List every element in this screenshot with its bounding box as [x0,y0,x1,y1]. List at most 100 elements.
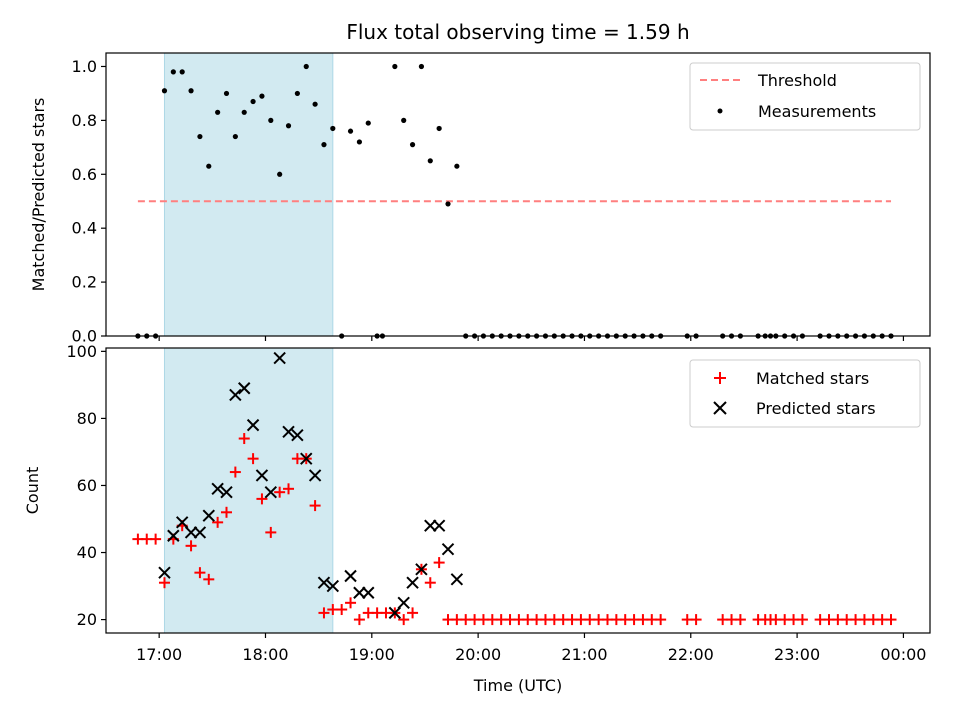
predicted-star-point [158,566,171,579]
bottom-y-tick-label: 80 [77,409,97,428]
bottom-x-ticks: 17:00 18:00 19:00 20:00 21:00 22:00 23:00 00:00 [136,633,926,664]
predicted-star-point [238,382,251,395]
x-tick-label: 17:00 [136,645,182,664]
matched-star-point [150,533,162,545]
bottom-y-tick-label: 100 [66,342,97,361]
predicted-star-point [424,519,437,532]
measurement-point [356,139,363,145]
matched-star-point [407,607,419,619]
top-shaded-interval [163,52,334,337]
predicted-star-mark [246,418,260,432]
predicted-star-point [193,526,207,539]
x-tick-label: 19:00 [349,645,395,664]
predicted-star-mark [255,469,269,482]
predicted-star-mark [362,586,375,599]
predicted-star-point [229,388,242,402]
measurement-point [268,117,274,123]
bottom-y-tick-label: 40 [77,543,97,562]
predicted-star-point [432,519,446,532]
predicted-star-mark [238,382,251,395]
predicted-star-point [184,526,198,539]
predicted-star-point [264,485,278,499]
measurement-point [409,142,416,148]
top-legend: Threshold Measurements [689,62,921,131]
predicted-star-mark [229,388,242,402]
matched-star-point [796,614,808,626]
predicted-star-point [167,529,180,542]
matched-star-point [655,614,667,626]
matched-star-point [185,540,197,552]
matched-star-point [398,614,410,626]
measurement-point [215,109,221,115]
matched-star-point [318,607,330,619]
top-y-tick-label: 1.0 [72,57,97,76]
matched-star-point [158,577,170,589]
measurement-point [197,133,203,140]
measurement-point [445,201,451,207]
legend-predicted-swatch [713,401,727,415]
predicted-star-mark [175,516,189,529]
predicted-star-point [415,563,428,576]
predicted-star-mark [291,428,304,442]
bottom-axes-frame [105,347,931,634]
predicted-stars-series [158,351,464,620]
measurement-point [232,133,238,140]
predicted-star-mark [282,425,295,439]
measurement-point [206,163,212,169]
measurement-point [321,142,327,148]
matched-star-point [353,614,365,626]
measurement-point [161,88,168,94]
predicted-star-mark [432,519,446,532]
bottom-y-axis-label: Count [23,467,42,515]
predicted-star-point [291,428,304,442]
predicted-star-point [397,596,410,610]
predicted-star-mark [202,509,215,522]
matched-star-point [283,483,295,495]
predicted-star-mark [167,529,180,542]
measurement-point [401,117,407,123]
predicted-star-point [255,469,269,482]
predicted-star-mark [406,576,419,589]
x-tick-label: 23:00 [774,645,820,664]
predicted-star-point [353,586,366,599]
top-axes-frame [105,52,931,337]
bottom-legend: Matched stars Predicted stars [689,359,921,428]
x-tick-label: 00:00 [880,645,926,664]
top-y-tick-label: 0.6 [72,165,97,184]
measurement-point [392,63,398,70]
legend-measurements-swatch [717,108,723,114]
measurement-point [223,90,230,97]
predicted-star-point [308,469,322,482]
measurement-point [285,123,292,129]
predicted-star-mark [211,482,224,496]
predicted-star-point [388,606,402,620]
predicted-star-point [300,452,313,465]
measurement-point [259,93,265,99]
matched-star-point [238,433,250,445]
matched-star-point [424,577,436,589]
predicted-star-mark [273,351,286,365]
predicted-star-mark [388,606,402,620]
legend-matched-swatch [714,372,726,384]
measurement-point [188,88,194,94]
measurement-point [427,158,433,164]
matched-star-point [734,614,746,626]
x-tick-label: 20:00 [455,645,501,664]
bottom-y-tick-label: 60 [77,476,97,495]
bottom-y-tick-label: 20 [77,610,97,629]
predicted-star-mark [344,569,357,583]
predicted-star-point [273,351,286,365]
top-y-tick-label: 0.4 [72,219,97,238]
predicted-star-point [220,485,233,499]
x-tick-label: 22:00 [668,645,714,664]
predicted-star-point [317,576,331,589]
predicted-star-point [211,482,224,496]
bottom-y-ticks: 20 40 60 80 100 [66,342,106,629]
top-y-tick-label: 0.0 [72,327,97,346]
predicted-star-point [175,516,189,529]
matched-star-point [194,567,206,579]
matched-star-point [256,493,268,505]
x-tick-label: 21:00 [561,645,607,664]
top-y-tick-label: 0.2 [72,273,97,292]
